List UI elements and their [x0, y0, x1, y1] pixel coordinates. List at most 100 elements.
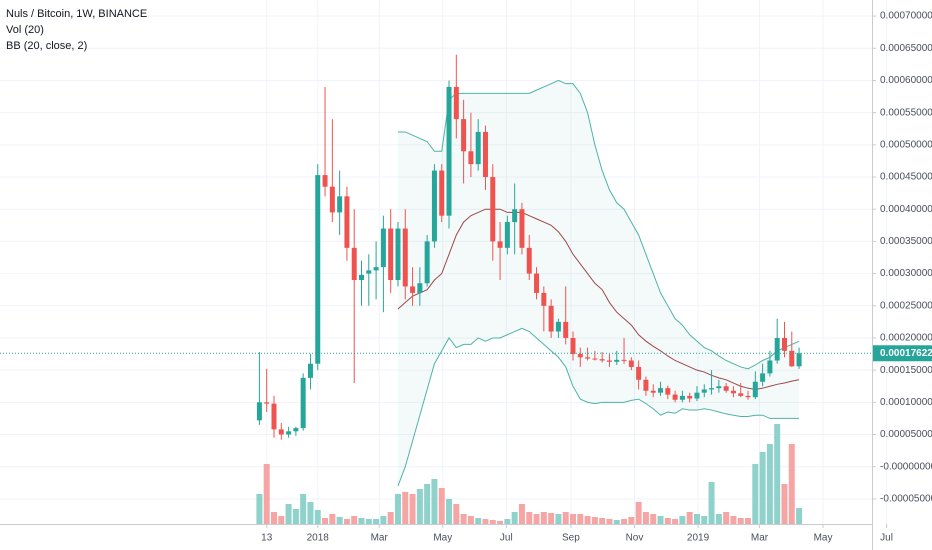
volume-bar [475, 518, 482, 524]
candle-body [431, 170, 437, 242]
candle-body [526, 247, 532, 274]
volume-bar [314, 510, 321, 524]
candle-body [541, 292, 547, 306]
candle-body [585, 357, 591, 359]
last-price-label: 0.00017622 [880, 348, 932, 359]
candle-body [614, 359, 620, 362]
volume-bar [548, 513, 555, 524]
candle-body [621, 359, 627, 361]
y-tick-label: 0.00050000 [880, 139, 932, 150]
volume-bar [796, 508, 803, 524]
volume-bar [562, 512, 569, 524]
volume-bar [351, 516, 358, 524]
volume-bar [467, 516, 474, 524]
candle-body [286, 431, 292, 435]
candle-body [658, 388, 664, 393]
volume-bar [424, 484, 431, 524]
volume-bar [292, 509, 299, 524]
candle-body [439, 170, 445, 216]
volume-bar [526, 512, 533, 524]
volume-bar [533, 514, 540, 524]
y-tick-label: 0.00020000 [880, 333, 932, 344]
y-tick-label: 0.00070000 [880, 11, 932, 22]
x-tick-label: May [814, 533, 833, 544]
candle-body [293, 428, 299, 432]
candle-body [577, 354, 583, 358]
y-tick-label: 0.00055000 [880, 107, 932, 118]
legend-volume: Vol (20) [6, 24, 44, 36]
volume-bar [781, 484, 788, 524]
volume-bar [679, 516, 686, 524]
volume-bar [693, 514, 700, 524]
candle-body [672, 394, 678, 400]
volume-bar [409, 494, 416, 524]
volume-bar [569, 514, 576, 524]
volume-bar [657, 516, 664, 524]
x-tick-label: Sep [562, 533, 580, 544]
candle-body [606, 360, 612, 362]
x-tick-label: Nov [626, 533, 644, 544]
volume-bar [635, 502, 642, 524]
candle-body [687, 395, 693, 399]
candle-body [424, 241, 430, 284]
candle-body [730, 390, 736, 394]
candle-body [665, 388, 671, 395]
candle-body [344, 196, 350, 248]
volume-bar [613, 520, 620, 524]
candle-body [592, 358, 598, 360]
candle-body [716, 386, 722, 389]
volume-bar [642, 512, 649, 524]
candle-body [461, 119, 467, 152]
candle-body [723, 386, 729, 391]
x-tick-label: Jul [880, 533, 893, 544]
volume-bar [577, 514, 584, 524]
candle-body [767, 360, 773, 374]
x-tick-label: 2019 [687, 533, 710, 544]
volume-bar [402, 492, 409, 524]
volume-bar [745, 518, 752, 524]
volume-bar [737, 518, 744, 524]
candle-body [359, 274, 365, 281]
volume-bar [373, 519, 380, 524]
y-tick-label: 0.00025000 [880, 300, 932, 311]
candle-body [497, 241, 503, 248]
candle-body [453, 86, 459, 120]
candle-body [519, 209, 525, 248]
volume-bar [584, 516, 591, 524]
candle-body [752, 381, 758, 398]
volume-bar [701, 516, 708, 524]
candle-body [366, 270, 372, 274]
legend-symbol: Nuls / Bitcoin, 1W, BINANCE [6, 8, 147, 20]
candle-body [512, 209, 518, 223]
volume-bar [358, 518, 365, 524]
candle-body [570, 337, 576, 355]
candle-body [417, 283, 423, 293]
volume-bar [759, 452, 766, 524]
volume-bar [774, 424, 781, 524]
volume-bar [511, 512, 518, 524]
volume-bar [380, 516, 387, 524]
candle-body [373, 267, 379, 271]
candle-body [300, 377, 306, 429]
candle-body [446, 86, 452, 216]
volume-bar [752, 464, 759, 524]
candle-body [322, 175, 328, 187]
y-tick-label: 0.00035000 [880, 236, 932, 247]
volume-bar [460, 514, 467, 524]
last-price-box [873, 345, 932, 362]
volume-bar [504, 519, 511, 524]
volume-bar [278, 516, 285, 524]
candle-body [271, 403, 277, 430]
x-tick-label: 13 [261, 533, 273, 544]
y-tick-label: 0.00045000 [880, 172, 932, 183]
candle-body [738, 393, 744, 396]
volume-bar [650, 514, 657, 524]
y-tick-label: -0.00005000 [880, 494, 932, 505]
volume-bar [336, 517, 343, 524]
volume-bar [307, 502, 314, 524]
y-tick-label: 0.00060000 [880, 75, 932, 86]
candle-body [555, 321, 561, 332]
volume-bar [518, 504, 525, 524]
candle-body [475, 131, 481, 165]
